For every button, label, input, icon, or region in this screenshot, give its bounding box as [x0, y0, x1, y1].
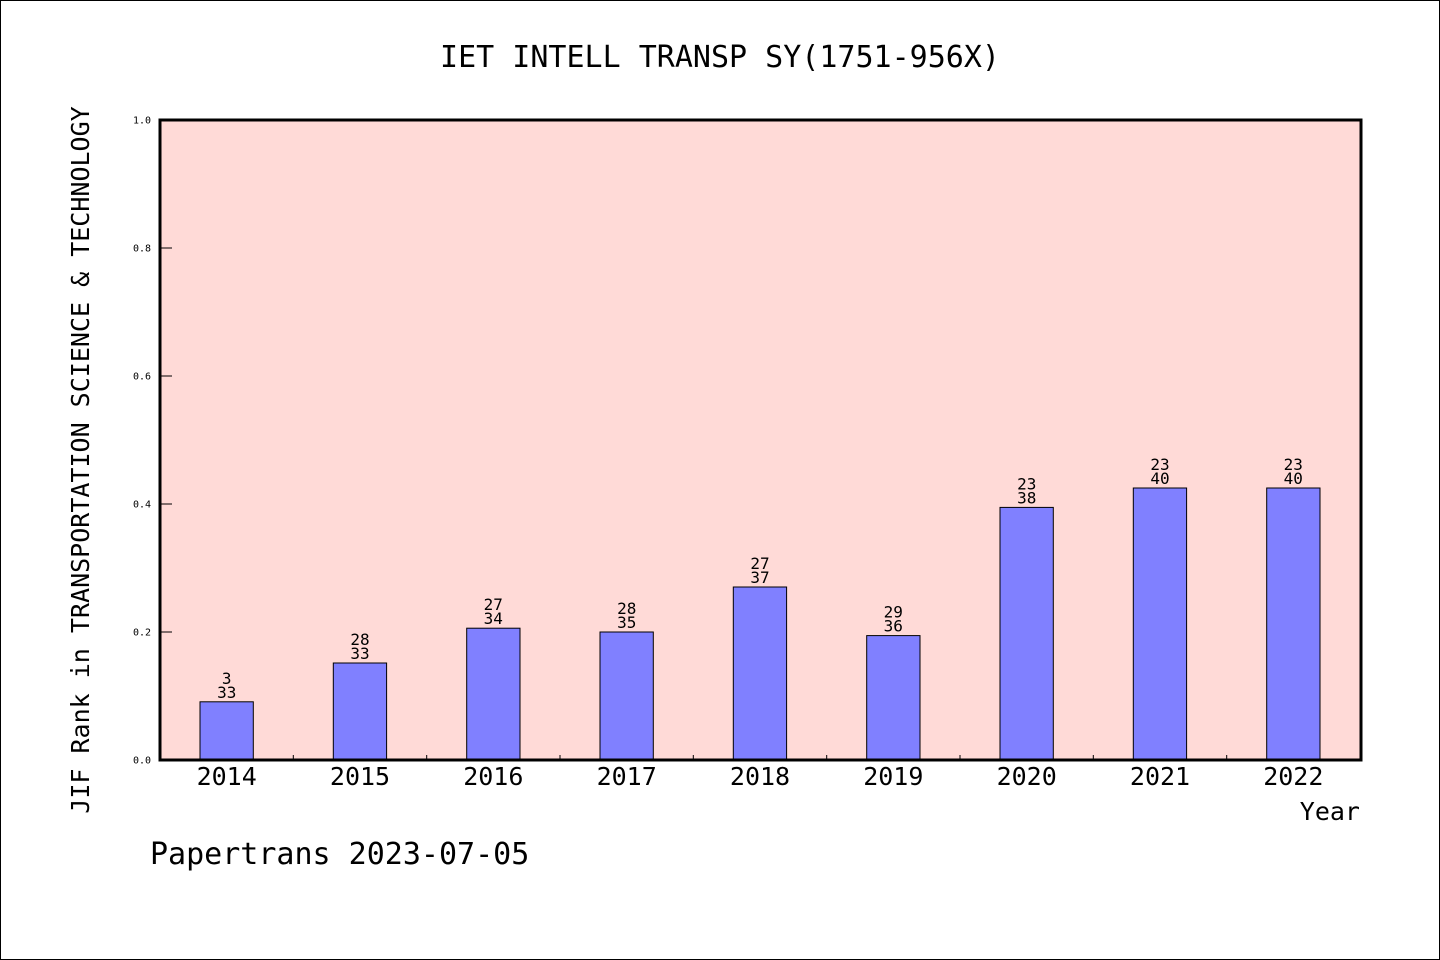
bar-label-total: 35	[617, 613, 636, 632]
bar-2015	[332, 662, 388, 761]
bar-label-total: 36	[884, 617, 903, 636]
bar-2018	[732, 586, 788, 761]
bar-label-total: 34	[484, 609, 503, 628]
y-axis-label: JIF Rank in TRANSPORTATION SCIENCE & TEC…	[66, 106, 95, 813]
bar-2022	[1266, 487, 1321, 761]
y-tick-label: 0.2	[133, 628, 151, 639]
x-tick-label: 2022	[1263, 762, 1323, 791]
bar-label-rank: 29	[884, 603, 903, 622]
bar-label-total: 40	[1284, 469, 1303, 488]
x-tick-label: 2021	[1130, 762, 1190, 791]
bar-label-rank: 28	[350, 630, 369, 649]
x-axis-label: Year	[1300, 797, 1360, 826]
bar-label-rank: 23	[1150, 455, 1169, 474]
bar-label-rank: 23	[1284, 455, 1303, 474]
chart-title: IET INTELL TRANSP SY(1751-956X)	[440, 40, 1000, 75]
bar-label-total: 40	[1150, 469, 1169, 488]
y-tick-label: 0.8	[133, 244, 151, 255]
bar-label-total: 33	[350, 644, 369, 663]
bar-label-rank: 28	[617, 599, 636, 618]
y-tick-label: 1.0	[133, 116, 151, 127]
bar-2021	[1132, 487, 1188, 761]
bars	[199, 487, 1321, 761]
axis-ticks: 2014 2015 2016 2017 2018 2019 2020 2021 2022 0.0 0…	[133, 116, 1323, 792]
bar-label-rank: 3	[222, 669, 232, 688]
x-tick-label: 2014	[197, 762, 257, 791]
y-tick-label: 0.0	[133, 756, 151, 767]
bar-label-total: 38	[1017, 488, 1036, 507]
bar-2019	[866, 635, 921, 761]
bar-2017	[599, 631, 654, 761]
bar-label-total: 33	[217, 683, 236, 702]
bar-label-rank: 23	[1017, 474, 1036, 493]
x-tick-label: 2020	[997, 762, 1057, 791]
plot-border	[158, 118, 1363, 762]
bar-label-total: 37	[750, 568, 769, 587]
x-tick-label: 2018	[730, 762, 790, 791]
x-tick-label: 2019	[863, 762, 923, 791]
x-tick-label: 2015	[330, 762, 390, 791]
x-tick-label: 2016	[463, 762, 523, 791]
bar-label-rank: 27	[484, 595, 503, 614]
bar-2016	[466, 627, 521, 761]
x-tick-label: 2017	[597, 762, 657, 791]
y-tick-label: 0.4	[133, 500, 151, 511]
bar-2020	[999, 506, 1054, 761]
bar-label-rank: 27	[750, 554, 769, 573]
bar-2014	[199, 701, 254, 761]
y-tick-label: 0.6	[133, 372, 151, 383]
footer-credit: Papertrans 2023-07-05	[150, 837, 529, 872]
